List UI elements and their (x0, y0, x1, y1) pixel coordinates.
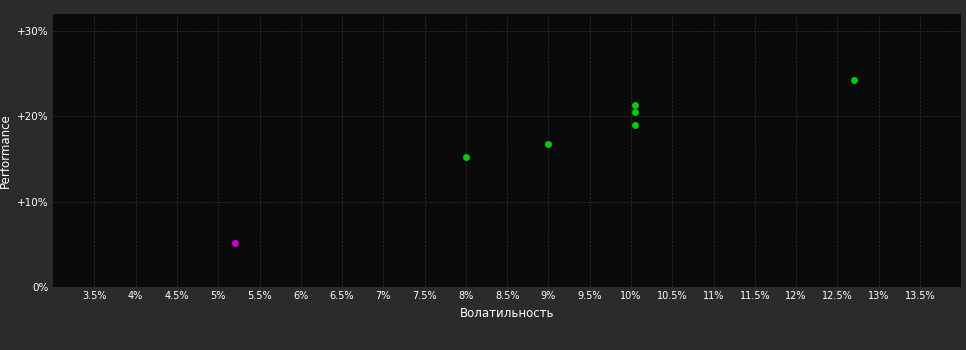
Point (846, 77, 862, 83)
X-axis label: Волатильность: Волатильность (460, 307, 554, 320)
Y-axis label: Performance: Performance (0, 113, 12, 188)
Point (541, 141, 556, 147)
Point (227, 240, 242, 245)
Point (627, 109, 642, 115)
Point (627, 103, 642, 108)
Point (458, 155, 473, 160)
Point (627, 122, 642, 128)
